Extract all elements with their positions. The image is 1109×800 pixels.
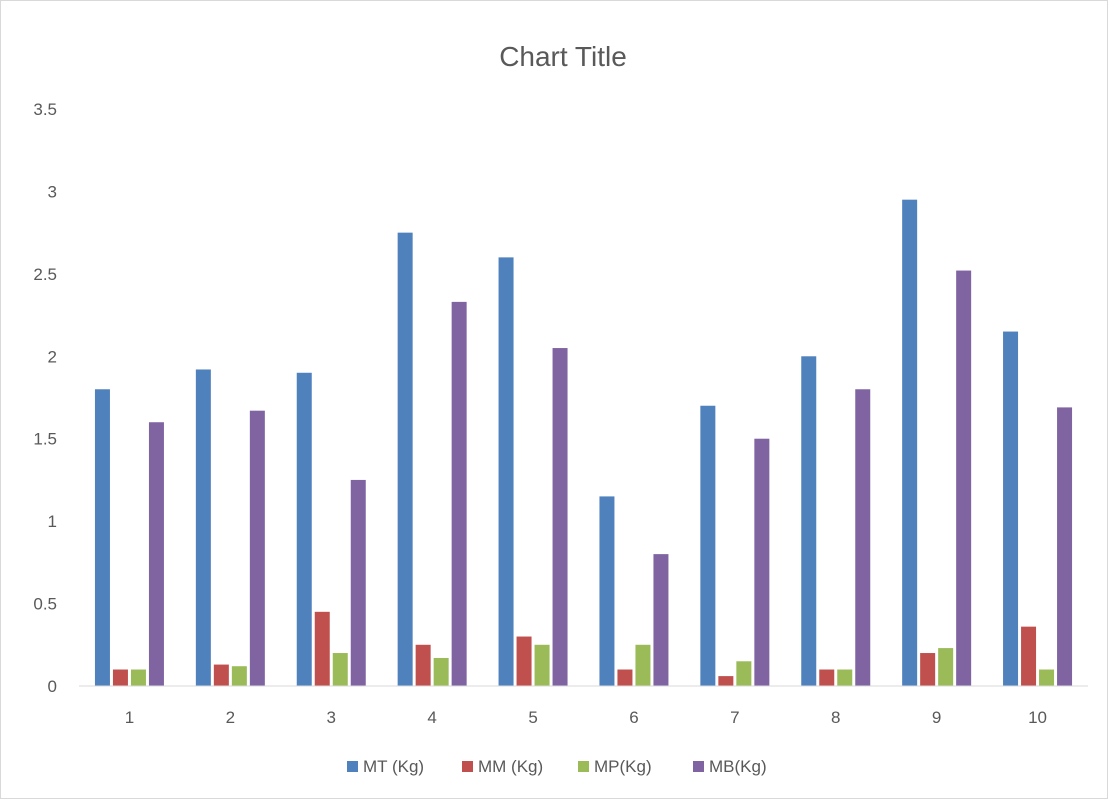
x-tick-label: 2 bbox=[226, 708, 235, 727]
bar bbox=[837, 669, 853, 686]
bar bbox=[534, 644, 550, 686]
bar bbox=[148, 422, 164, 686]
bar bbox=[938, 648, 954, 686]
x-tick-label: 3 bbox=[327, 708, 336, 727]
y-tick-label: 2 bbox=[48, 347, 57, 366]
bar bbox=[653, 554, 669, 686]
x-tick-label: 7 bbox=[730, 708, 739, 727]
bar bbox=[112, 669, 128, 686]
bar bbox=[754, 438, 770, 686]
bar bbox=[617, 669, 633, 686]
bar bbox=[920, 653, 936, 686]
x-tick-label: 9 bbox=[932, 708, 941, 727]
chart-title: Chart Title bbox=[499, 41, 627, 72]
legend-swatch bbox=[693, 761, 704, 772]
legend-label: MM (Kg) bbox=[478, 757, 543, 776]
bar bbox=[249, 410, 265, 686]
bar bbox=[1003, 331, 1019, 686]
bar bbox=[1021, 626, 1037, 686]
legend-item: MM (Kg) bbox=[462, 757, 543, 776]
legend-item: MP(Kg) bbox=[578, 757, 652, 776]
bar bbox=[718, 676, 734, 686]
bar bbox=[433, 657, 449, 686]
bar bbox=[397, 232, 413, 686]
series-group bbox=[112, 611, 1037, 686]
x-tick-label: 4 bbox=[427, 708, 436, 727]
x-axis-tick-labels: 1 2 3 4 5 6 7 8 9 10 bbox=[125, 708, 1047, 727]
bar bbox=[231, 666, 247, 686]
y-tick-label: 0.5 bbox=[33, 595, 57, 614]
bar bbox=[819, 669, 835, 686]
bar bbox=[736, 661, 752, 686]
bar bbox=[1057, 407, 1073, 686]
series-group bbox=[130, 644, 1055, 686]
series-group bbox=[148, 270, 1073, 686]
y-tick-label: 3.5 bbox=[33, 100, 57, 119]
bar bbox=[552, 348, 568, 686]
bar bbox=[296, 372, 312, 686]
legend-label: MB(Kg) bbox=[709, 757, 767, 776]
legend-swatch bbox=[462, 761, 473, 772]
bar bbox=[700, 405, 716, 686]
bar bbox=[498, 257, 514, 686]
y-tick-label: 3 bbox=[48, 182, 57, 201]
bar bbox=[130, 669, 146, 686]
x-tick-label: 8 bbox=[831, 708, 840, 727]
legend-swatch bbox=[578, 761, 589, 772]
bar bbox=[94, 389, 110, 686]
series-group bbox=[94, 199, 1019, 686]
bar bbox=[801, 356, 817, 686]
y-tick-label: 2.5 bbox=[33, 265, 57, 284]
legend-item: MB(Kg) bbox=[693, 757, 767, 776]
bar bbox=[213, 664, 229, 686]
bar bbox=[350, 479, 366, 686]
bar bbox=[332, 653, 348, 686]
legend-label: MP(Kg) bbox=[594, 757, 652, 776]
legend-swatch bbox=[347, 761, 358, 772]
bar bbox=[1039, 669, 1055, 686]
legend: MT (Kg) MM (Kg) MP(Kg) MB(Kg) bbox=[347, 757, 767, 776]
legend-item: MT (Kg) bbox=[347, 757, 424, 776]
bar bbox=[855, 389, 871, 686]
bar-series-group bbox=[94, 199, 1073, 686]
bar bbox=[956, 270, 972, 686]
x-tick-label: 1 bbox=[125, 708, 134, 727]
bar bbox=[314, 611, 330, 686]
x-tick-label: 5 bbox=[528, 708, 537, 727]
y-tick-label: 0 bbox=[48, 677, 57, 696]
bar bbox=[415, 644, 431, 686]
y-axis-tick-labels: 0 0.5 1 1.5 2 2.5 3 3.5 bbox=[33, 100, 57, 696]
legend-label: MT (Kg) bbox=[363, 757, 424, 776]
x-tick-label: 10 bbox=[1028, 708, 1047, 727]
bar bbox=[516, 636, 532, 686]
bar bbox=[635, 644, 651, 686]
x-tick-label: 6 bbox=[629, 708, 638, 727]
bar bbox=[599, 496, 615, 686]
y-tick-label: 1 bbox=[48, 512, 57, 531]
bar bbox=[195, 369, 211, 686]
y-tick-label: 1.5 bbox=[33, 430, 57, 449]
bar bbox=[451, 301, 467, 686]
bar bbox=[902, 199, 918, 686]
